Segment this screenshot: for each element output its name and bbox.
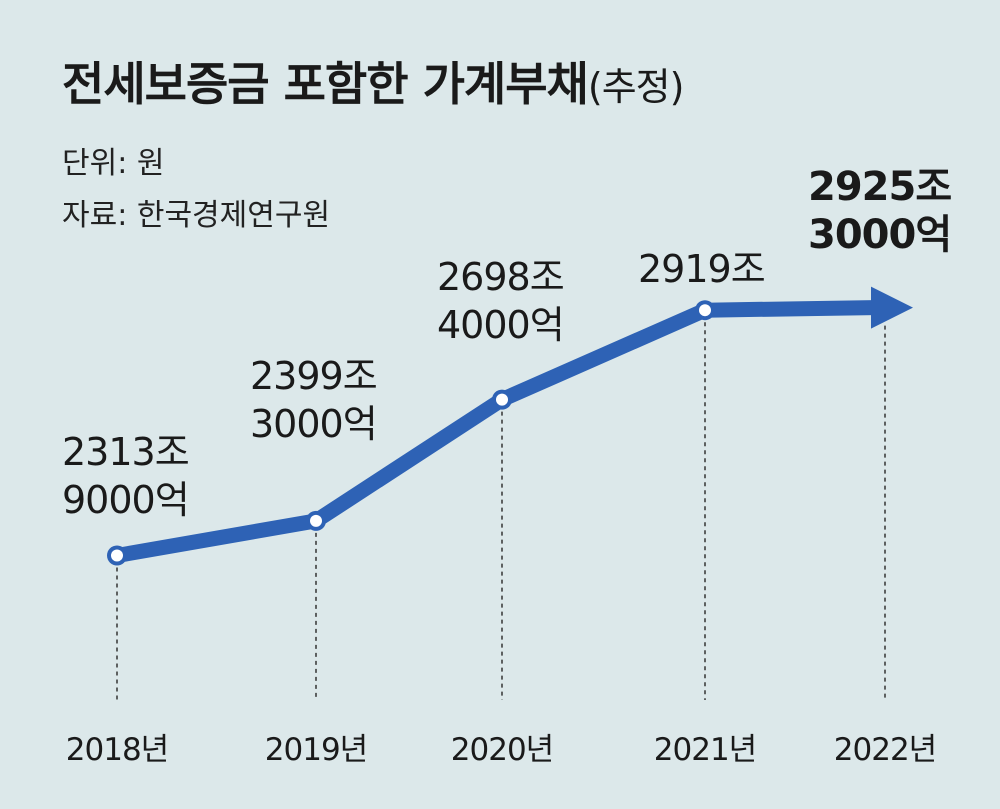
arrowhead-marker: [871, 286, 913, 329]
x-tick-label: 2019년: [265, 732, 367, 768]
data-label: 3000억: [808, 212, 951, 258]
x-tick-label: 2018년: [66, 732, 168, 768]
data-point: [111, 549, 123, 562]
chart-title-main: 전세보증금 포함한 가계부채: [62, 57, 589, 111]
chart-title: 전세보증금 포함한 가계부채(추정): [62, 48, 685, 114]
x-tick-label: 2020년: [451, 732, 553, 768]
data-label: 9000억: [62, 478, 189, 522]
chart-title-sub: (추정): [587, 65, 685, 109]
data-point: [310, 514, 322, 527]
data-label: 2399조: [250, 354, 377, 398]
data-label: 2313조: [62, 430, 189, 474]
data-label: 2698조: [437, 255, 564, 299]
data-label: 3000억: [250, 402, 377, 446]
x-tick-label: 2021년: [654, 732, 756, 768]
source-label: 자료: 한국경제연구원: [62, 198, 331, 233]
data-point: [496, 393, 508, 406]
x-tick-label: 2022년: [834, 732, 936, 768]
data-label: 2925조: [808, 164, 951, 210]
data-label: 4000억: [437, 303, 564, 347]
data-point: [699, 304, 711, 317]
unit-label: 단위: 원: [62, 146, 165, 181]
data-label: 2919조: [638, 247, 765, 291]
